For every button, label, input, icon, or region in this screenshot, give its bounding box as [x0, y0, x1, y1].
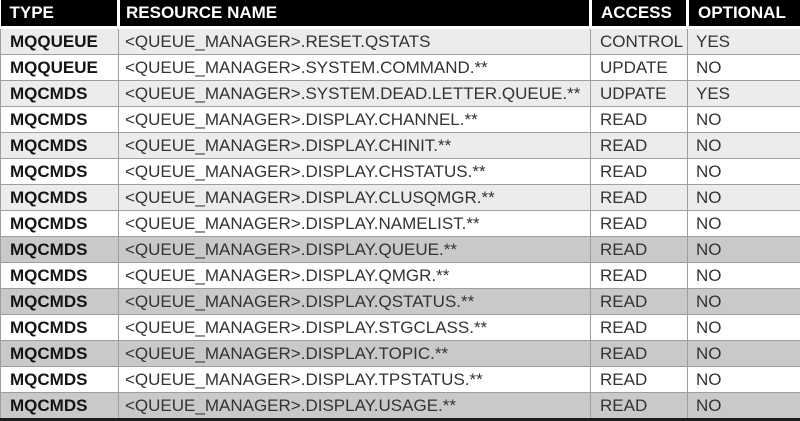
access-cell: UDPATE	[591, 81, 688, 107]
access-cell: READ	[591, 159, 688, 185]
table-row: MQCMDS <QUEUE_MANAGER>.DISPLAY.CHANNEL.*…	[1, 107, 800, 133]
type-cell: MQCMDS	[1, 341, 119, 367]
access-cell: READ	[591, 289, 688, 315]
optional-cell: NO	[688, 159, 800, 185]
table-row: MQCMDS <QUEUE_MANAGER>.DISPLAY.TPSTATUS.…	[1, 367, 800, 393]
access-cell: READ	[591, 341, 688, 367]
table-row: MQQUEUE <QUEUE_MANAGER>.RESET.QSTATS CON…	[1, 28, 800, 55]
resource-name-cell: <QUEUE_MANAGER>.DISPLAY.QSTATUS.**	[119, 289, 591, 315]
optional-cell: YES	[688, 28, 800, 55]
resource-name-cell: <QUEUE_MANAGER>.DISPLAY.TPSTATUS.**	[119, 367, 591, 393]
table-row: MQCMDS <QUEUE_MANAGER>.DISPLAY.USAGE.** …	[1, 393, 800, 420]
resource-name-cell: <QUEUE_MANAGER>.DISPLAY.CLUSQMGR.**	[119, 185, 591, 211]
optional-cell: NO	[688, 133, 800, 159]
type-cell: MQCMDS	[1, 393, 119, 420]
optional-cell: NO	[688, 315, 800, 341]
resource-name-cell: <QUEUE_MANAGER>.DISPLAY.TOPIC.**	[119, 341, 591, 367]
resource-name-cell: <QUEUE_MANAGER>.SYSTEM.DEAD.LETTER.QUEUE…	[119, 81, 591, 107]
resource-name-cell: <QUEUE_MANAGER>.RESET.QSTATS	[119, 28, 591, 55]
optional-cell: NO	[688, 211, 800, 237]
type-cell: MQCMDS	[1, 211, 119, 237]
access-cell: READ	[591, 133, 688, 159]
type-cell: MQCMDS	[1, 107, 119, 133]
access-cell: READ	[591, 393, 688, 420]
column-header-access: ACCESS	[591, 0, 688, 28]
access-cell: READ	[591, 263, 688, 289]
type-cell: MQCMDS	[1, 185, 119, 211]
type-cell: MQQUEUE	[1, 28, 119, 55]
type-cell: MQCMDS	[1, 263, 119, 289]
optional-cell: NO	[688, 341, 800, 367]
resource-name-cell: <QUEUE_MANAGER>.DISPLAY.CHANNEL.**	[119, 107, 591, 133]
type-cell: MQCMDS	[1, 81, 119, 107]
optional-cell: NO	[688, 367, 800, 393]
table-row: MQCMDS <QUEUE_MANAGER>.DISPLAY.QMGR.** R…	[1, 263, 800, 289]
access-cell: READ	[591, 185, 688, 211]
column-header-optional: OPTIONAL	[688, 0, 800, 28]
table-row: MQCMDS <QUEUE_MANAGER>.DISPLAY.QUEUE.** …	[1, 237, 800, 263]
resource-name-cell: <QUEUE_MANAGER>.DISPLAY.NAMELIST.**	[119, 211, 591, 237]
access-cell: READ	[591, 367, 688, 393]
column-header-resource-name: RESOURCE NAME	[119, 0, 591, 28]
resource-name-cell: <QUEUE_MANAGER>.SYSTEM.COMMAND.**	[119, 55, 591, 81]
access-cell: READ	[591, 315, 688, 341]
resource-name-cell: <QUEUE_MANAGER>.DISPLAY.QMGR.**	[119, 263, 591, 289]
optional-cell: NO	[688, 393, 800, 420]
access-cell: UPDATE	[591, 55, 688, 81]
type-cell: MQCMDS	[1, 315, 119, 341]
optional-cell: NO	[688, 289, 800, 315]
type-cell: MQCMDS	[1, 367, 119, 393]
access-cell: READ	[591, 107, 688, 133]
table-row: MQCMDS <QUEUE_MANAGER>.DISPLAY.CHSTATUS.…	[1, 159, 800, 185]
table-row: MQQUEUE <QUEUE_MANAGER>.SYSTEM.COMMAND.*…	[1, 55, 800, 81]
table-row: MQCMDS <QUEUE_MANAGER>.DISPLAY.CHINIT.**…	[1, 133, 800, 159]
type-cell: MQCMDS	[1, 289, 119, 315]
table-body: MQQUEUE <QUEUE_MANAGER>.RESET.QSTATS CON…	[1, 28, 800, 420]
table-row: MQCMDS <QUEUE_MANAGER>.DISPLAY.QSTATUS.*…	[1, 289, 800, 315]
header-row: TYPE RESOURCE NAME ACCESS OPTIONAL	[1, 0, 800, 28]
table-row: MQCMDS <QUEUE_MANAGER>.SYSTEM.DEAD.LETTE…	[1, 81, 800, 107]
type-cell: MQQUEUE	[1, 55, 119, 81]
optional-cell: NO	[688, 185, 800, 211]
optional-cell: NO	[688, 107, 800, 133]
resource-name-cell: <QUEUE_MANAGER>.DISPLAY.USAGE.**	[119, 393, 591, 420]
resource-name-cell: <QUEUE_MANAGER>.DISPLAY.QUEUE.**	[119, 237, 591, 263]
column-header-type: TYPE	[1, 0, 119, 28]
type-cell: MQCMDS	[1, 159, 119, 185]
access-cell: CONTROL	[591, 28, 688, 55]
resource-name-cell: <QUEUE_MANAGER>.DISPLAY.CHINIT.**	[119, 133, 591, 159]
access-cell: READ	[591, 211, 688, 237]
optional-cell: YES	[688, 81, 800, 107]
table-row: MQCMDS <QUEUE_MANAGER>.DISPLAY.TOPIC.** …	[1, 341, 800, 367]
table-row: MQCMDS <QUEUE_MANAGER>.DISPLAY.CLUSQMGR.…	[1, 185, 800, 211]
optional-cell: NO	[688, 237, 800, 263]
type-cell: MQCMDS	[1, 237, 119, 263]
table-row: MQCMDS <QUEUE_MANAGER>.DISPLAY.STGCLASS.…	[1, 315, 800, 341]
resource-name-cell: <QUEUE_MANAGER>.DISPLAY.CHSTATUS.**	[119, 159, 591, 185]
optional-cell: NO	[688, 263, 800, 289]
optional-cell: NO	[688, 55, 800, 81]
resource-name-cell: <QUEUE_MANAGER>.DISPLAY.STGCLASS.**	[119, 315, 591, 341]
access-cell: READ	[591, 237, 688, 263]
type-cell: MQCMDS	[1, 133, 119, 159]
table-row: MQCMDS <QUEUE_MANAGER>.DISPLAY.NAMELIST.…	[1, 211, 800, 237]
